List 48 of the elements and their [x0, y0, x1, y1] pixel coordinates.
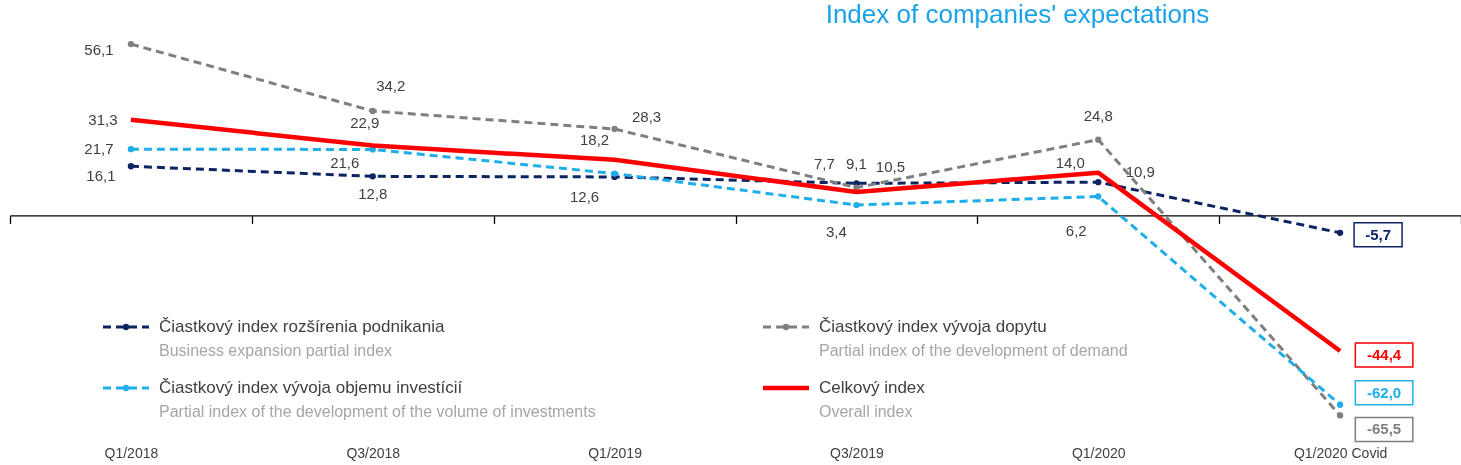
data-label: 3,4: [825, 223, 847, 241]
data-label: 18,2: [579, 130, 610, 148]
point: [127, 146, 135, 153]
data-label: -65,5: [1366, 420, 1402, 438]
point: [1095, 193, 1102, 200]
legend-label: Čiastkový index rozšírenia podnikania Business expansion partial index: [159, 317, 445, 359]
data-label: 14,0: [1055, 153, 1085, 171]
data-label: 24,8: [1083, 106, 1113, 124]
point: [611, 170, 618, 177]
point: [853, 201, 860, 209]
x-tick-label: Q1/2018: [104, 444, 159, 461]
data-label: 31,3: [88, 110, 118, 128]
data-label: 21,6: [330, 154, 360, 172]
point: [369, 107, 376, 115]
point: [1336, 412, 1344, 419]
data-label: 10,5: [875, 158, 906, 176]
data-label: 16,1: [86, 167, 116, 185]
data-label: 34,2: [376, 76, 406, 94]
data-label: 12,8: [358, 185, 388, 203]
point: [127, 40, 135, 48]
point: [1095, 136, 1102, 143]
point: [1095, 178, 1102, 186]
point: [1336, 401, 1344, 408]
data-label: 12,6: [569, 187, 600, 205]
chart-title: Index of companies' expectations: [825, 0, 1210, 29]
x-tick-label: Q1/2019: [588, 444, 643, 461]
data-label: -5,7: [1365, 225, 1392, 243]
data-label: 10,9: [1125, 163, 1155, 181]
data-label: -62,0: [1366, 383, 1402, 401]
data-label: 56,1: [84, 41, 114, 59]
legend-label: Celkový index Overall index: [819, 378, 926, 420]
point: [127, 163, 135, 170]
x-tick-label: Q1/2020 Covid: [1293, 444, 1388, 461]
data-label: 7,7: [813, 154, 835, 172]
point: [369, 173, 376, 180]
point: [1336, 229, 1344, 236]
legend-label: Čiastkový index vývoja dopytu Partial index of the development of demand: [819, 317, 1128, 359]
data-label: 28,3: [631, 108, 662, 125]
x-tick-label: Q3/2019: [830, 444, 884, 461]
x-tick-label: Q1/2020: [1071, 444, 1126, 461]
data-label: 6,2: [1065, 222, 1087, 240]
x-tick-label: Q3/2018: [346, 444, 401, 461]
data-label: 22,9: [350, 114, 380, 132]
data-label: -44,4: [1366, 346, 1402, 363]
point: [611, 125, 618, 133]
data-label: 21,7: [84, 140, 114, 158]
data-label: 9,1: [845, 154, 867, 172]
legend-label: Čiastkový index vývoja objemu investícií Partial index of the development of the volume of investments: [159, 378, 596, 420]
